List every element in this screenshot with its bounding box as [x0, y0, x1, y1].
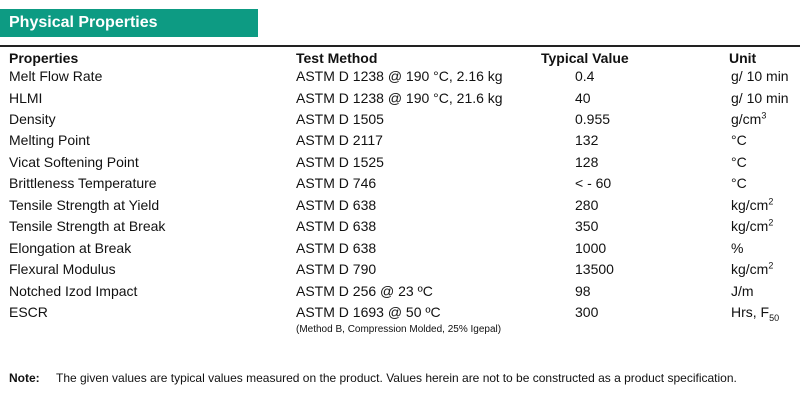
table-row: Flexural Modulus ASTM D 790 13500 kg/cm2 — [0, 259, 800, 280]
value-cell: 13500 — [575, 261, 614, 277]
method-cell: ASTM D 2117 — [296, 132, 383, 148]
value-cell: 350 — [575, 218, 599, 234]
unit-cell: kg/cm2 — [731, 259, 773, 280]
unit-cell: J/m — [731, 283, 754, 299]
note-label: Note: — [9, 371, 40, 385]
unit-cell: Hrs, F50 — [731, 302, 779, 323]
method-cell: ASTM D 638 — [296, 240, 377, 256]
unit-text: kg/cm — [731, 261, 769, 277]
method-cell: ASTM D 638 — [296, 197, 377, 213]
property-cell: Notched Izod Impact — [9, 283, 138, 299]
unit-cell: kg/cm2 — [731, 216, 773, 237]
unit-cell: kg/cm2 — [731, 195, 773, 216]
property-cell: ESCR — [9, 304, 48, 320]
property-cell: Flexural Modulus — [9, 261, 116, 277]
escr-method-note: (Method B, Compression Molded, 25% Igepa… — [296, 324, 502, 335]
unit-text: g/cm — [731, 111, 762, 127]
unit-text: kg/cm — [731, 197, 769, 213]
value-cell: 0.955 — [575, 111, 611, 127]
property-cell: Vicat Softening Point — [9, 154, 139, 170]
table-row: Melting Point ASTM D 2117 132 °C — [0, 130, 800, 151]
property-cell: Brittleness Temperature — [9, 175, 157, 191]
method-cell: ASTM D 1238 @ 190 °C, 2.16 kg — [296, 68, 503, 84]
header-divider — [0, 45, 800, 47]
table-header-row: Properties Test Method Typical Value Uni… — [0, 48, 800, 69]
unit-cell: °C — [731, 154, 747, 170]
unit-superscript: 2 — [768, 217, 774, 228]
method-cell: ASTM D 1505 — [296, 111, 384, 127]
table-row: Tensile Strength at Break ASTM D 638 350… — [0, 216, 800, 237]
table-row: Vicat Softening Point ASTM D 1525 128 °C — [0, 152, 800, 173]
footer-note: Note: The given values are typical values… — [9, 370, 737, 386]
property-cell: Tensile Strength at Break — [9, 218, 166, 234]
unit-superscript: 2 — [768, 260, 774, 271]
unit-cell: g/cm3 — [731, 109, 766, 130]
value-cell: 300 — [575, 304, 599, 320]
section-title: Physical Properties — [9, 14, 158, 31]
value-cell: 40 — [575, 90, 591, 106]
unit-superscript: 3 — [761, 110, 767, 121]
method-cell: ASTM D 1693 @ 50 ºC — [296, 304, 441, 320]
unit-cell: °C — [731, 175, 747, 191]
value-cell: 1000 — [575, 240, 607, 256]
property-cell: Tensile Strength at Yield — [9, 197, 160, 213]
note-text: The given values are typical values meas… — [56, 371, 737, 385]
table-row: Elongation at Break ASTM D 638 1000 % — [0, 238, 800, 259]
unit-text: kg/cm — [731, 218, 769, 234]
header-unit: Unit — [729, 50, 757, 66]
method-cell: ASTM D 1238 @ 190 °C, 21.6 kg — [296, 90, 503, 106]
table-row: Density ASTM D 1505 0.955 g/cm3 — [0, 109, 800, 130]
value-cell: 0.4 — [575, 68, 595, 84]
value-cell: 132 — [575, 132, 599, 148]
value-cell: 98 — [575, 283, 591, 299]
method-cell: ASTM D 790 — [296, 261, 377, 277]
unit-superscript: 2 — [768, 196, 774, 207]
property-cell: Density — [9, 111, 56, 127]
header-properties: Properties — [9, 50, 79, 66]
unit-cell: g/ 10 min — [731, 68, 789, 84]
method-cell: ASTM D 638 — [296, 218, 377, 234]
method-cell: ASTM D 746 — [296, 175, 377, 191]
table-row: Notched Izod Impact ASTM D 256 @ 23 ºC 9… — [0, 281, 800, 302]
property-cell: HLMI — [9, 90, 43, 106]
table-row: ESCR ASTM D 1693 @ 50 ºC 300 Hrs, F50 — [0, 302, 800, 323]
value-cell: 128 — [575, 154, 599, 170]
header-test-method: Test Method — [296, 50, 378, 66]
table-row: Melt Flow Rate ASTM D 1238 @ 190 °C, 2.1… — [0, 66, 800, 87]
header-typical-value: Typical Value — [541, 50, 629, 66]
table-row: HLMI ASTM D 1238 @ 190 °C, 21.6 kg 40 g/… — [0, 88, 800, 109]
property-cell: Melt Flow Rate — [9, 68, 103, 84]
unit-subscript: 50 — [769, 312, 780, 323]
property-cell: Elongation at Break — [9, 240, 132, 256]
value-cell: < - 60 — [575, 175, 612, 191]
unit-text: Hrs, F — [731, 304, 770, 320]
method-cell: ASTM D 256 @ 23 ºC — [296, 283, 433, 299]
value-cell: 280 — [575, 197, 599, 213]
table-row: Tensile Strength at Yield ASTM D 638 280… — [0, 195, 800, 216]
unit-cell: g/ 10 min — [731, 90, 789, 106]
method-cell: ASTM D 1525 — [296, 154, 384, 170]
unit-cell: % — [731, 240, 744, 256]
table-row: Brittleness Temperature ASTM D 746 < - 6… — [0, 173, 800, 194]
unit-cell: °C — [731, 132, 747, 148]
section-title-banner: Physical Properties — [0, 9, 258, 37]
property-cell: Melting Point — [9, 132, 90, 148]
